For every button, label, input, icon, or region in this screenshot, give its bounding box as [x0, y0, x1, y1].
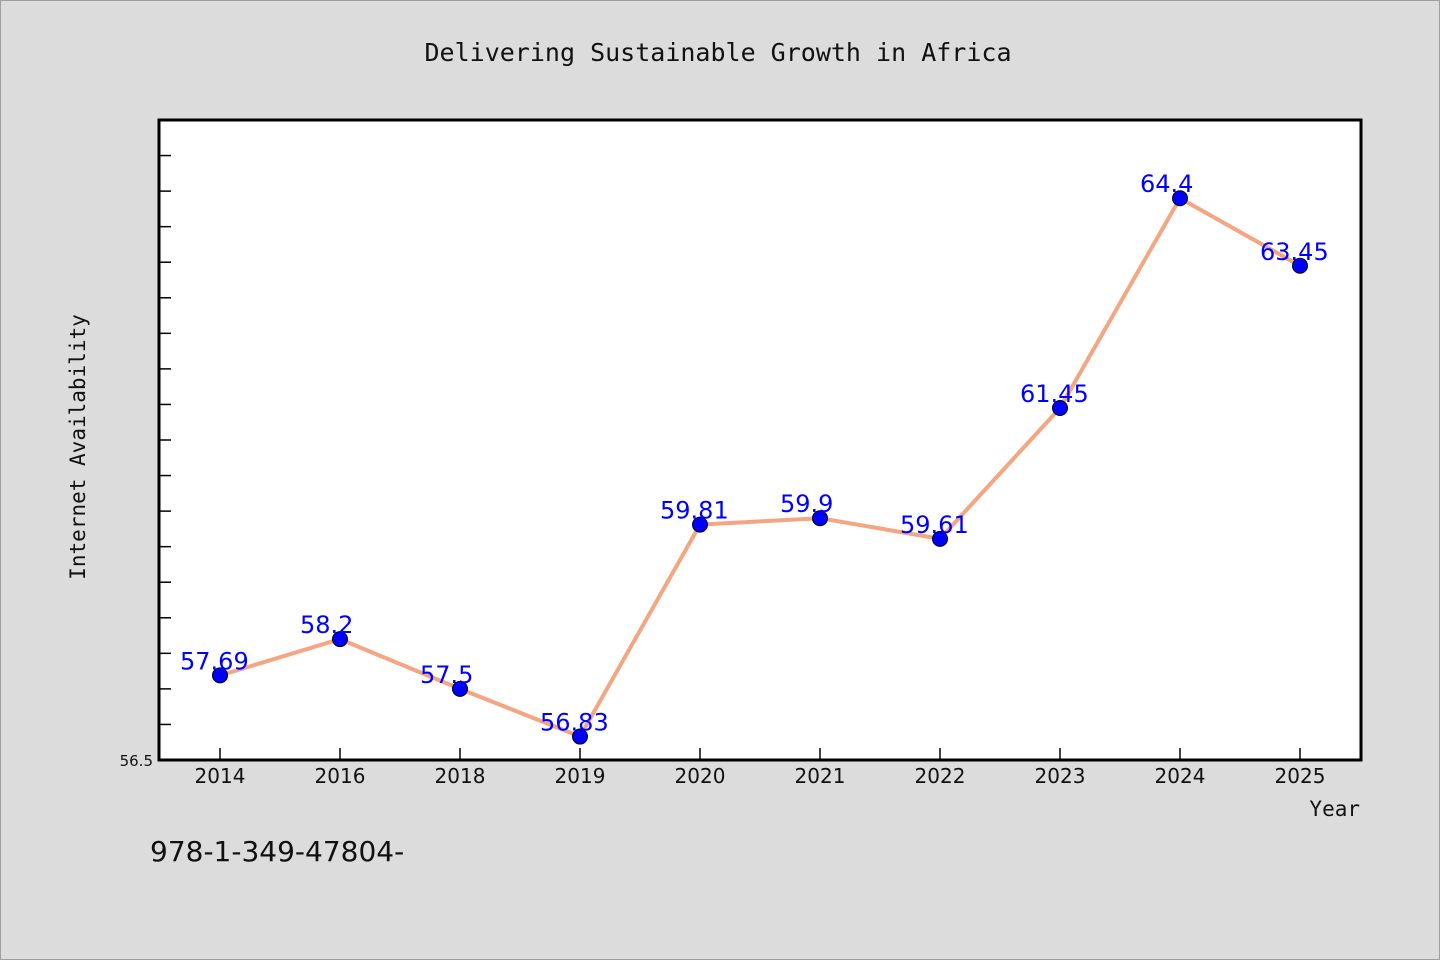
data-point — [1292, 257, 1308, 274]
y-axis-label: Internet Availability — [66, 314, 90, 580]
x-tick-label: 2025 — [1275, 764, 1326, 788]
x-tick-label: 2022 — [915, 764, 966, 788]
data-label: 58.2 — [300, 611, 353, 639]
y-axis-ticks — [159, 119, 171, 761]
data-label: 59.81 — [660, 497, 729, 525]
x-axis-tick-labels: 2014 2016 2018 2019 2020 2021 2022 2023 2024 2025 — [195, 764, 1326, 788]
x-tick-label: 2024 — [1155, 764, 1206, 788]
data-point — [1052, 400, 1068, 416]
data-label: 56.83 — [540, 709, 609, 737]
x-tick-label: 2016 — [315, 764, 366, 788]
data-label: 59.61 — [900, 511, 969, 539]
y-axis-min-label: 56.5 — [120, 752, 153, 770]
data-point — [452, 680, 468, 697]
series-line — [218, 196, 1302, 739]
data-point — [572, 728, 588, 745]
footer-code: 978-1-349-47804- — [150, 835, 404, 868]
data-point — [692, 516, 708, 533]
data-label: 61.45 — [1020, 380, 1089, 408]
data-labels: 57.69 58.2 57.5 56.83 59.81 59.9 59.61 61.45 64.… — [180, 170, 1329, 736]
x-tick-label: 2014 — [195, 764, 246, 788]
plot-area — [157, 118, 1363, 762]
x-axis-label: Year — [1309, 797, 1360, 821]
data-label: 57.69 — [180, 647, 249, 675]
data-label: 59.9 — [780, 490, 833, 518]
data-label: 57.5 — [420, 661, 473, 689]
x-tick-label: 2020 — [675, 764, 726, 788]
x-tick-label: 2021 — [795, 764, 846, 788]
data-point — [812, 510, 828, 527]
x-tick-label: 2019 — [555, 764, 606, 788]
data-point — [932, 530, 948, 547]
data-point — [212, 667, 228, 684]
data-label: 63.45 — [1260, 238, 1329, 266]
series-markers — [212, 190, 1308, 745]
data-label: 64.4 — [1140, 170, 1193, 198]
data-point — [1172, 190, 1188, 207]
x-axis-ticks — [219, 748, 1301, 760]
chart-title: Delivering Sustainable Growth in Africa — [425, 38, 1012, 67]
x-tick-label: 2018 — [435, 764, 486, 788]
x-tick-label: 2023 — [1035, 764, 1086, 788]
data-point — [332, 631, 348, 648]
